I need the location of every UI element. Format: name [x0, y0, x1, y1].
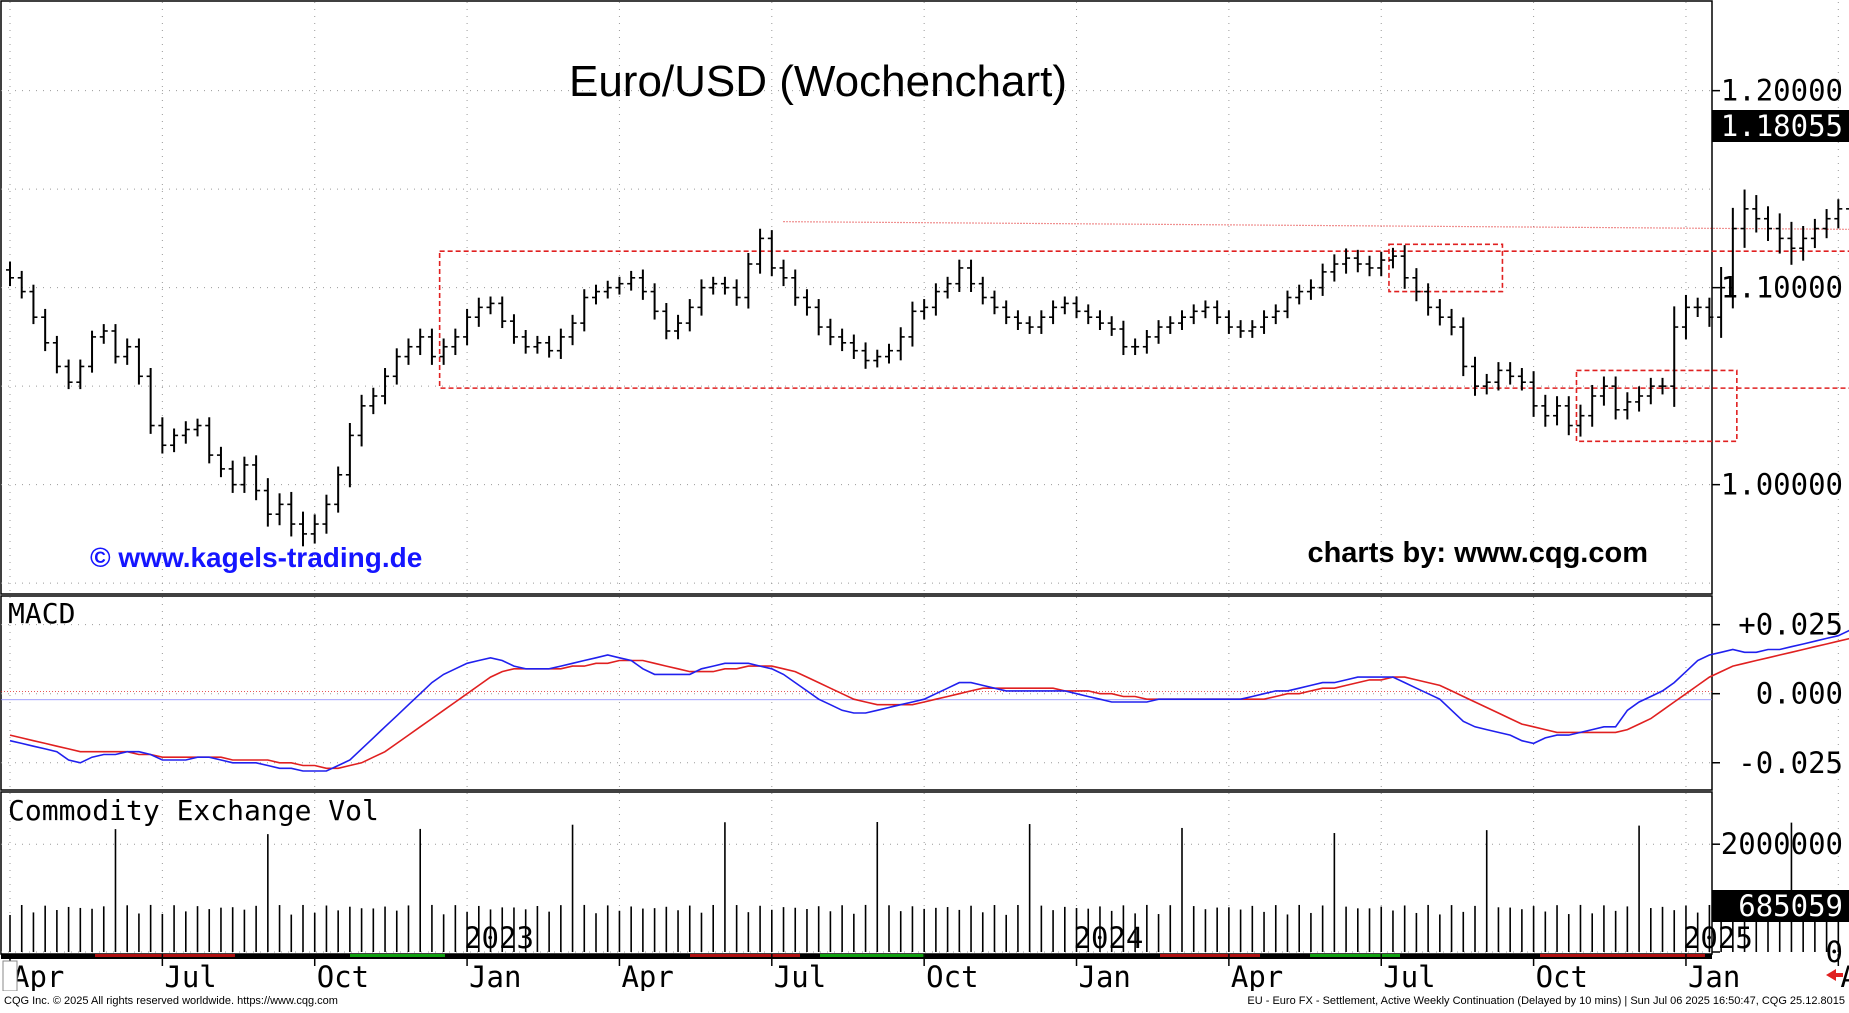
- macd-main-line: [9, 629, 1849, 772]
- footer-left: CQG Inc. © 2025 All rights reserved worl…: [4, 995, 338, 1007]
- year-label: 2024: [1074, 921, 1144, 955]
- price-panel: 1.20000 1.10000 1.00000 Euro/USD (Wochench…: [0, 0, 1849, 595]
- macd-tick-label: +0.025: [1738, 608, 1843, 642]
- resistance-line: [783, 221, 1849, 230]
- month-label: Jan: [1688, 960, 1740, 994]
- time-strip-segment: [1540, 954, 1705, 957]
- time-strip-segment: [95, 954, 235, 957]
- macd-signal-line: [9, 637, 1849, 770]
- range-box: [438, 250, 1849, 389]
- last-price-label: 1.18055: [1721, 109, 1843, 143]
- price-tick-label: 1.20000: [1721, 74, 1843, 108]
- volume-last-box: [1712, 890, 1849, 922]
- time-strip-segment: [820, 954, 925, 957]
- month-label: Apr: [621, 960, 673, 994]
- scroll-right-arrow-icon[interactable]: [1826, 969, 1843, 981]
- time-strip-colors: [95, 954, 1705, 957]
- range-box: [1575, 369, 1738, 443]
- footer-right: EU - Euro FX - Settlement, Active Weekly…: [1247, 995, 1845, 1007]
- month-label: Jan: [1079, 960, 1131, 994]
- month-label: Apr: [1840, 960, 1849, 994]
- price-grid: [1, 2, 1839, 593]
- price-axis: 1.20000 1.10000 1.00000: [1712, 74, 1843, 502]
- price-tick-label: 1.00000: [1721, 468, 1843, 502]
- year-label: 2025: [1683, 921, 1753, 955]
- price-annotations: [438, 221, 1849, 443]
- volume-last-label: 685059: [1738, 889, 1843, 923]
- month-label: Jan: [469, 960, 521, 994]
- volume-label: Commodity Exchange Vol: [8, 794, 379, 827]
- range-box: [1388, 243, 1504, 293]
- month-label: Jul: [774, 960, 826, 994]
- time-strip-segment: [1310, 954, 1400, 957]
- time-strip-segment: [690, 954, 800, 957]
- month-label: Jul: [164, 960, 216, 994]
- price-tick-label: 1.10000: [1721, 271, 1843, 305]
- time-labels: AprJulOctJanAprJulOctJanAprJulOctJanAprJ…: [9, 954, 1849, 994]
- watermark-left: © www.kagels-trading.de: [90, 542, 422, 573]
- macd-tick-label: 0.000: [1756, 677, 1843, 711]
- volume-bars: [9, 822, 1840, 952]
- macd-label: MACD: [8, 597, 75, 630]
- year-label: 2023: [464, 921, 534, 955]
- month-label: Apr: [1231, 960, 1283, 994]
- watermark-right: charts by: www.cqg.com: [1307, 537, 1648, 569]
- price-panel-frame: [0, 0, 1713, 595]
- macd-lines: [9, 629, 1849, 772]
- month-label: Jul: [1383, 960, 1435, 994]
- macd-panel: +0.025 0.000 -0.025 MACD: [0, 595, 1849, 791]
- macd-axis: +0.025 0.000 -0.025: [1712, 608, 1843, 780]
- chart-title: Euro/USD (Wochenchart): [569, 57, 1067, 106]
- month-label: Oct: [1536, 960, 1588, 994]
- time-axis: AprJulOctJanAprJulOctJanAprJulOctJanAprJ…: [1, 921, 1849, 994]
- volume-tick-label: 2000000: [1721, 827, 1843, 861]
- month-label: Oct: [317, 960, 369, 994]
- last-price-box: [1712, 110, 1849, 142]
- time-strip-segment: [1160, 954, 1260, 957]
- year-labels: 2023 2024 2025: [464, 921, 1753, 955]
- month-label: Apr: [12, 960, 64, 994]
- month-label: Oct: [926, 960, 978, 994]
- footer-bar: [0, 991, 1849, 1008]
- scroll-left-button[interactable]: [2, 960, 18, 992]
- macd-tick-label: -0.025: [1738, 746, 1843, 780]
- price-bars: [6, 189, 1849, 547]
- time-strip-segment: [350, 954, 445, 957]
